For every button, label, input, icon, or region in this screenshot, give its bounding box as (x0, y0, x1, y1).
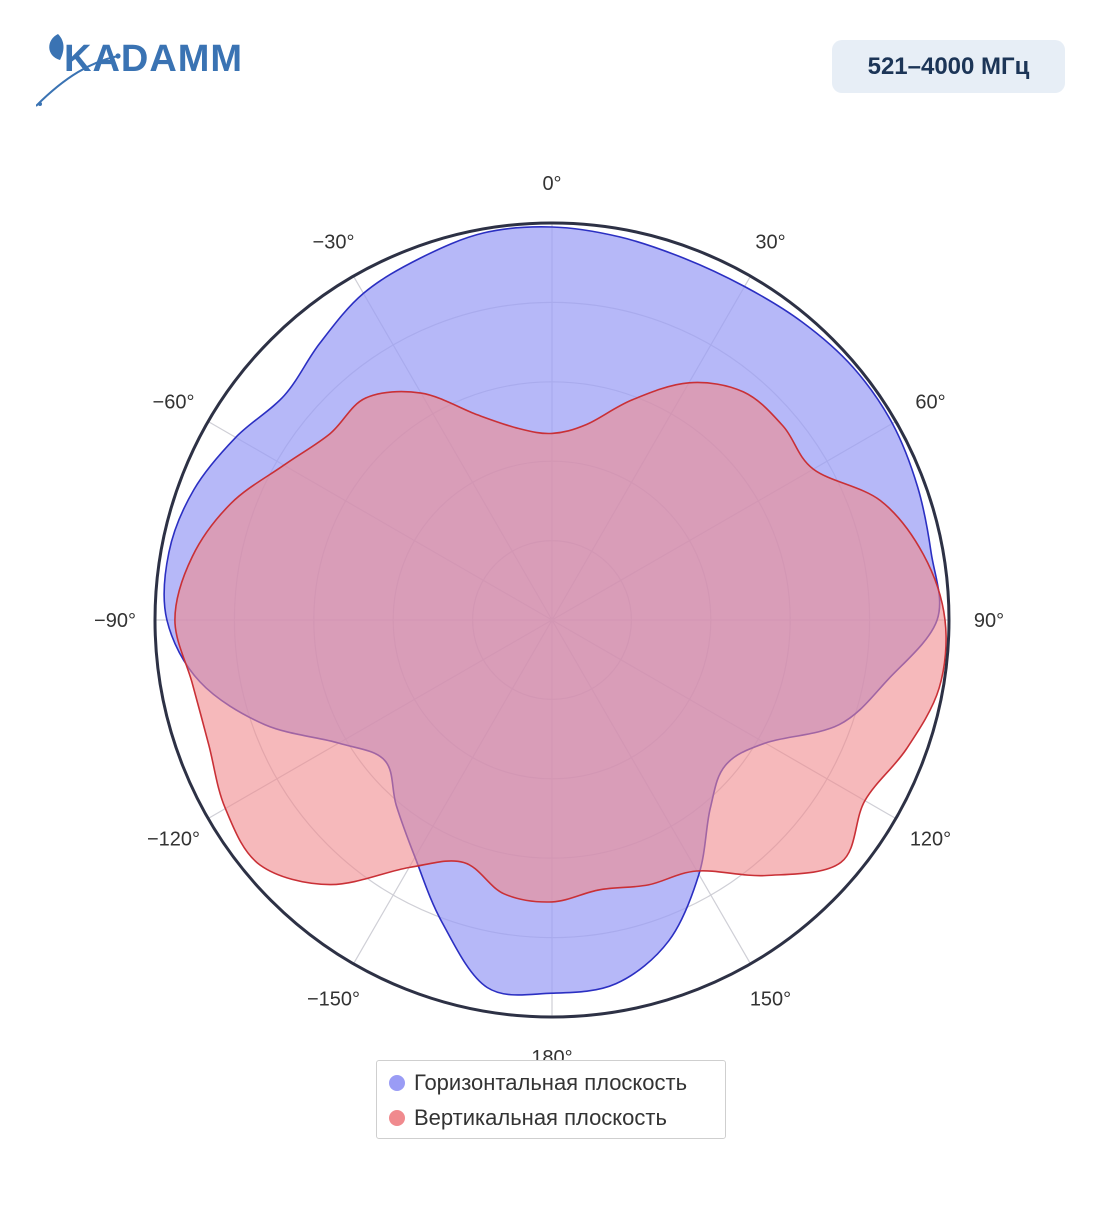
vertical-point-350 (517, 428, 519, 430)
outer-ring (153, 221, 951, 1019)
vertical-point-330 (420, 392, 422, 394)
vertical-point-320 (365, 397, 367, 399)
legend-swatch-horizontal (389, 1075, 405, 1091)
horizontal-point-30 (744, 286, 746, 288)
vertical-point-220 (329, 884, 331, 886)
horizontal-point-320 (319, 343, 321, 345)
logo-text: KADAMM (64, 38, 244, 80)
vertical-point-80 (923, 554, 925, 556)
vertical-point-60 (813, 468, 815, 470)
vertical-point-0 (551, 433, 553, 435)
horizontal-point-60 (892, 423, 894, 425)
horizontal-point-70 (917, 486, 919, 488)
vertical-point-120 (864, 800, 866, 802)
legend-label-vertical: Вертикальная плоскость (414, 1105, 667, 1130)
angular-tick-label-9: −90° (94, 610, 136, 632)
vertical-point-300 (283, 464, 285, 466)
horizontal-point-160 (668, 940, 670, 942)
angular-tick-label-3: 90° (974, 610, 1004, 632)
vertical-point-230 (259, 864, 261, 866)
vertical-point-280 (192, 556, 194, 558)
horizontal-point-180 (551, 992, 553, 994)
vertical-point-180 (551, 901, 553, 903)
horizontal-point-20 (683, 257, 685, 259)
angular-tick-label-10: −60° (153, 392, 195, 414)
vertical-point-140 (766, 875, 768, 877)
kadamm-logo (36, 34, 121, 107)
horizontal-point-350 (483, 232, 485, 234)
vertical-point-240 (225, 808, 227, 810)
horizontal-point-0 (551, 226, 553, 228)
legend: Горизонтальная плоскость Вертикальная пл… (376, 1060, 726, 1139)
horizontal-point-280 (168, 552, 170, 554)
angular-tick-label-11: −30° (313, 232, 355, 254)
vertical-point-70 (880, 500, 882, 502)
horizontal-point-170 (615, 983, 617, 985)
frequency-badge: 521–4000 МГц (832, 40, 1065, 93)
vertical-point-50 (782, 425, 784, 427)
angular-tick-label-4: 120° (910, 829, 951, 851)
horizontal-point-340 (420, 257, 422, 259)
vertical-point-170 (599, 889, 601, 891)
angular-tick-label-1: 30° (755, 232, 785, 254)
vertical-point-200 (463, 862, 465, 864)
vertical-point-270 (174, 619, 176, 621)
angular-tick-label-7: −150° (307, 989, 360, 1011)
vertical-point-100 (938, 687, 940, 689)
horizontal-point-80 (930, 552, 932, 554)
vertical-point-260 (192, 683, 194, 685)
vertical-point-20 (631, 399, 633, 401)
angular-tick-label-5: 150° (750, 989, 791, 1011)
vertical-point-190 (503, 893, 505, 895)
vertical-point-210 (408, 867, 410, 869)
vertical-point-110 (906, 748, 908, 750)
horizontal-point-40 (801, 321, 803, 323)
vertical-point-150 (696, 870, 698, 872)
vertical-point-310 (329, 433, 331, 435)
horizontal-point-300 (235, 437, 237, 439)
vertical-point-90 (944, 619, 946, 621)
horizontal-point-50 (852, 367, 854, 369)
legend-item-vertical[interactable]: Вертикальная плоскость (389, 1103, 667, 1133)
legend-swatch-vertical (389, 1110, 405, 1126)
vertical-point-290 (230, 502, 232, 504)
angular-tick-label-0: 0° (542, 173, 561, 195)
horizontal-point-10 (619, 236, 621, 238)
angular-tick-label-8: −120° (147, 829, 200, 851)
legend-item-horizontal[interactable]: Горизонтальная плоскость (389, 1068, 687, 1098)
vertical-point-340 (477, 414, 479, 416)
vertical-point-10 (586, 424, 588, 426)
horizontal-point-290 (193, 489, 195, 491)
legend-label-horizontal: Горизонтальная плоскость (414, 1070, 688, 1095)
vertical-point-160 (648, 884, 650, 886)
horizontal-point-330 (363, 293, 365, 295)
angular-tick-label-2: 60° (915, 392, 945, 414)
horizontal-point-150 (698, 874, 700, 876)
series-layer (163, 226, 947, 996)
horizontal-point-190 (486, 987, 488, 989)
vertical-point-40 (743, 391, 745, 393)
horizontal-point-270 (166, 619, 168, 621)
vertical-point-250 (208, 744, 210, 746)
horizontal-point-200 (441, 921, 443, 923)
horizontal-point-310 (284, 395, 286, 397)
vertical-point-130 (840, 862, 842, 864)
series-vertical-area (174, 381, 947, 903)
vertical-point-30 (688, 382, 690, 384)
